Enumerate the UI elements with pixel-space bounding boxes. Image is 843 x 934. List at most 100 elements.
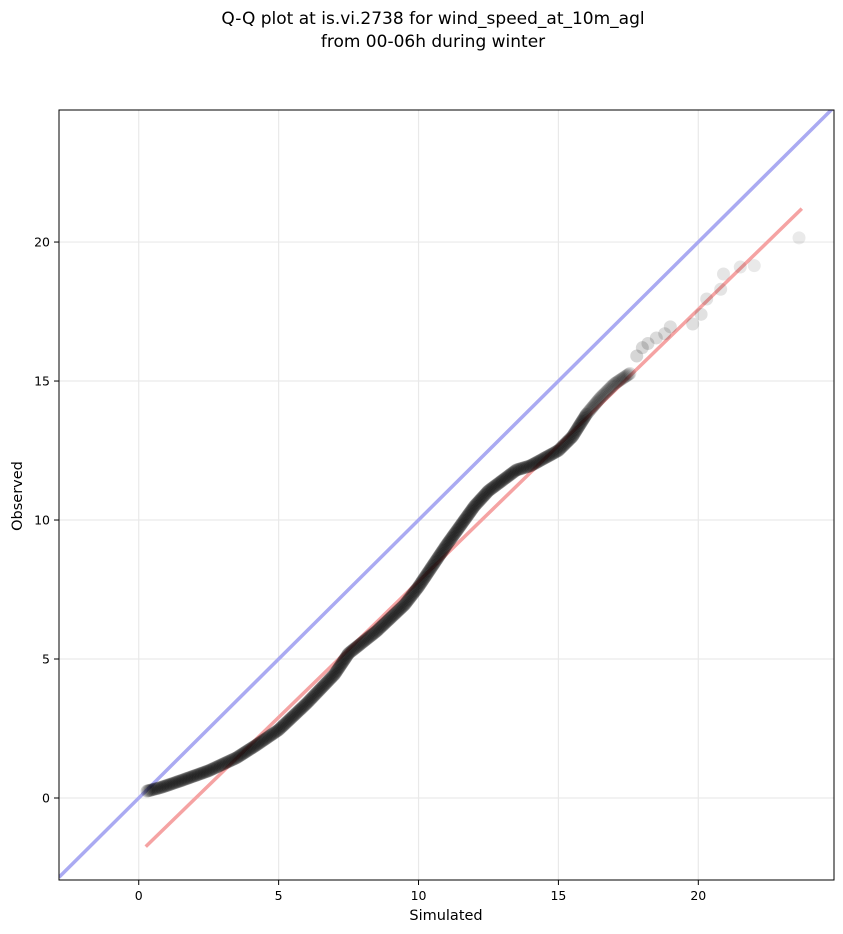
- quantile-point: [264, 728, 278, 742]
- quantile-point: [412, 578, 426, 592]
- quantile-point: [255, 735, 269, 749]
- quantile-point: [396, 599, 410, 613]
- quantile-point: [466, 502, 480, 516]
- quantile-point: [185, 770, 199, 784]
- quantile-point: [587, 398, 601, 412]
- quantile-point: [509, 463, 523, 477]
- quantile-point: [157, 779, 171, 793]
- quantile-point: [227, 752, 241, 766]
- quantile-point: [503, 468, 517, 482]
- quantile-point: [203, 763, 217, 777]
- quantile-point: [332, 661, 346, 675]
- x-tick-label: 0: [135, 888, 143, 903]
- quantile-point: [556, 439, 570, 453]
- quantile-point: [579, 409, 593, 423]
- quantile-point: [585, 400, 599, 414]
- quantile-point: [288, 707, 302, 721]
- quantile-point: [231, 750, 245, 764]
- quantile-point: [205, 762, 219, 776]
- quantile-point: [260, 731, 274, 745]
- quantile-point: [358, 633, 372, 647]
- quantile-point: [457, 513, 471, 527]
- quantile-point: [474, 492, 488, 506]
- quantile-point: [569, 424, 583, 438]
- quantile-point: [224, 753, 238, 767]
- quantile-point: [247, 740, 261, 754]
- quantile-point: [433, 547, 447, 561]
- quantile-point: [583, 403, 597, 417]
- quantile-point: [337, 653, 351, 667]
- quantile-point: [440, 537, 454, 551]
- quantile-point: [145, 783, 159, 797]
- quantile-point: [542, 449, 556, 463]
- tail-point: [649, 331, 663, 345]
- quantile-point: [453, 520, 467, 534]
- quantile-point: [266, 726, 280, 740]
- tail-point: [716, 267, 730, 281]
- quantile-point: [619, 369, 633, 383]
- quantile-point: [362, 630, 376, 644]
- quantile-point: [329, 665, 343, 679]
- quantile-point: [499, 471, 513, 485]
- quantile-point: [349, 640, 363, 654]
- quantile-point: [269, 725, 283, 739]
- quantile-point: [303, 693, 317, 707]
- quantile-point: [410, 582, 424, 596]
- tail-point: [700, 292, 714, 306]
- quantile-point: [446, 529, 460, 543]
- quantile-point: [211, 760, 225, 774]
- quantile-point: [328, 666, 342, 680]
- quantile-point: [297, 699, 311, 713]
- quantile-point: [599, 385, 613, 399]
- quantile-point: [444, 532, 458, 546]
- quantile-point: [424, 561, 438, 575]
- quantile-point: [438, 541, 452, 555]
- quantile-point: [156, 780, 170, 794]
- quantile-point: [316, 679, 330, 693]
- quantile-point: [333, 659, 347, 673]
- quantile-point: [378, 617, 392, 631]
- quantile-point: [177, 773, 191, 787]
- chart-title-line-1: Q-Q plot at is.vi.2738 for wind_speed_at…: [221, 9, 644, 29]
- quantile-point: [550, 444, 564, 458]
- quantile-point: [554, 441, 568, 455]
- quantile-point: [481, 484, 495, 498]
- quantile-point: [423, 562, 437, 576]
- tail-point: [733, 260, 747, 274]
- quantile-point: [611, 374, 625, 388]
- quantile-point: [460, 509, 474, 523]
- quantile-point: [165, 777, 179, 791]
- tail-point: [686, 317, 700, 331]
- quantile-point: [401, 594, 415, 608]
- quantile-point: [230, 751, 244, 765]
- quantile-point: [395, 600, 409, 614]
- quantile-point: [335, 657, 349, 671]
- quantile-point: [485, 481, 499, 495]
- quantile-point: [525, 458, 539, 472]
- quantile-point: [243, 742, 257, 756]
- quantile-point: [417, 572, 431, 586]
- quantile-point: [592, 392, 606, 406]
- quantile-point: [422, 564, 436, 578]
- quantile-point: [522, 459, 536, 473]
- quantile-point: [571, 421, 585, 435]
- quantile-point: [440, 538, 453, 552]
- quantile-point: [304, 692, 318, 706]
- quantile-point: [435, 545, 449, 559]
- quantile-point: [409, 584, 423, 598]
- quantile-point: [400, 595, 414, 609]
- tail-point: [658, 327, 672, 341]
- quantile-point: [497, 472, 511, 486]
- quantile-point: [447, 528, 461, 542]
- quantile-point: [248, 739, 262, 753]
- quantile-point: [206, 762, 220, 776]
- quantile-point: [183, 771, 197, 785]
- quantile-point: [537, 451, 551, 465]
- quantile-point: [352, 638, 366, 652]
- quantile-point: [273, 722, 287, 736]
- quantile-point: [480, 485, 494, 499]
- quantile-point: [475, 491, 489, 505]
- quantile-point: [232, 749, 246, 763]
- quantile-point: [445, 530, 459, 544]
- tail-point: [663, 320, 677, 334]
